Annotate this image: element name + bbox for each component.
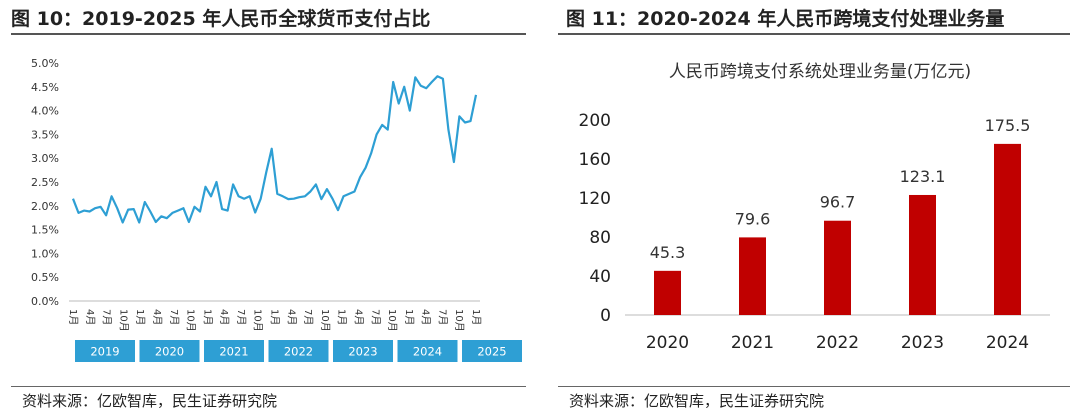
year-group-box [204,340,264,362]
x-tick-label: 2024 [986,333,1029,353]
year-group-label: 2024 [413,345,442,359]
y-tick-label: 3.0% [31,152,59,165]
right-bar-chart: 人民币跨境支付系统处理业务量(万亿元) 0 40 80 120 160 200 45.3 202… [579,62,1050,353]
x-tick-label: 7月 [302,309,314,325]
bar-chart-title: 人民币跨境支付系统处理业务量(万亿元) [669,62,971,82]
x-tick-label: 2020 [646,333,689,353]
y-tick-label: 0.0% [31,295,59,308]
x-tick-label: 7月 [168,309,180,325]
bar [824,220,851,315]
right-title-rule [558,33,1070,35]
x-tick-label: 1月 [67,309,79,325]
x-tick-label: 7月 [436,309,448,325]
year-group-label: 2023 [348,345,377,359]
y-tick-label: 2.0% [31,200,59,213]
bar-value-label: 96.7 [820,193,856,212]
y-tick-label: 1.0% [31,247,59,260]
right-figure-title: 图 11：2020-2024 年人民币跨境支付处理业务量 [566,8,1005,30]
year-group-box [462,340,522,362]
x-tick-label: 1月 [201,309,213,325]
left-figure-source: 资料来源：亿欧智库，民生证券研究院 [22,392,278,410]
x-tick-label: 7月 [369,309,381,325]
y-tick-label: 3.5% [31,128,59,141]
y-tick-label: 200 [579,111,611,131]
year-group-label: 2025 [477,345,506,359]
year-group-box [75,340,135,362]
x-tick-label: 1月 [470,309,482,325]
left-source-rule [11,386,526,387]
bar [654,270,681,315]
x-tick-label: 4月 [84,309,96,325]
left-figure-title: 图 10：2019-2025 年人民币全球货币支付占比 [11,8,431,30]
year-group-label: 2019 [90,345,119,359]
y-tick-label: 5.0% [31,57,59,70]
x-tick-label: 4月 [218,309,230,325]
x-tick-label: 4月 [352,309,364,325]
right-figure-source: 资料来源：亿欧智库，民生证券研究院 [569,392,825,410]
year-group-box [333,340,393,362]
x-tick-label: 4月 [285,309,297,325]
y-tick-label: 2.5% [31,176,59,189]
x-tick-label: 4月 [420,309,432,325]
bar [994,143,1021,315]
y-tick-label: 0.5% [31,271,59,284]
x-tick-label: 1月 [269,309,281,325]
year-group-box [397,340,458,362]
bar-value-label: 79.6 [735,209,771,228]
right-source-rule [558,386,1070,387]
year-group-box [139,340,200,362]
y-tick-label: 80 [589,228,611,248]
year-group-label: 2020 [155,345,184,359]
y-tick-label: 4.0% [31,105,59,118]
y-tick-label: 0 [600,306,611,326]
x-tick-label: 7月 [101,309,113,325]
bar [909,194,936,315]
left-title-rule [11,33,526,35]
x-tick-label: 1月 [134,309,146,325]
y-tick-label: 120 [579,189,611,209]
x-tick-label: 10月 [319,309,331,332]
y-tick-label: 160 [579,150,611,170]
series-line [71,75,478,224]
x-tick-label: 2022 [816,333,859,353]
x-tick-label: 4月 [151,309,163,325]
bar-value-label: 175.5 [985,116,1031,135]
x-tick-label: 2021 [731,333,774,353]
year-group-label: 2021 [219,345,248,359]
x-tick-label: 10月 [117,309,129,332]
y-tick-label: 4.5% [31,81,59,94]
x-tick-label: 10月 [185,309,197,332]
x-tick-label: 1月 [403,309,415,325]
bar-value-label: 123.1 [900,167,946,186]
x-tick-label: 1月 [336,309,348,325]
x-tick-label: 10月 [386,309,398,332]
bar [739,237,766,315]
year-group-box [268,340,329,362]
x-tick-label: 10月 [453,309,465,332]
year-group-label: 2022 [284,345,313,359]
left-line-chart: 0.0% 0.5% 1.0% 1.5% 2.0% 2.5% 3.0% 3.5% 4.0% 4.5%… [31,57,522,362]
x-tick-label: 7月 [235,309,247,325]
y-tick-label: 1.5% [31,224,59,237]
bar-value-label: 45.3 [650,243,686,262]
x-tick-label: 10月 [252,309,264,332]
y-tick-label: 40 [589,267,611,287]
x-tick-label: 2023 [901,333,944,353]
